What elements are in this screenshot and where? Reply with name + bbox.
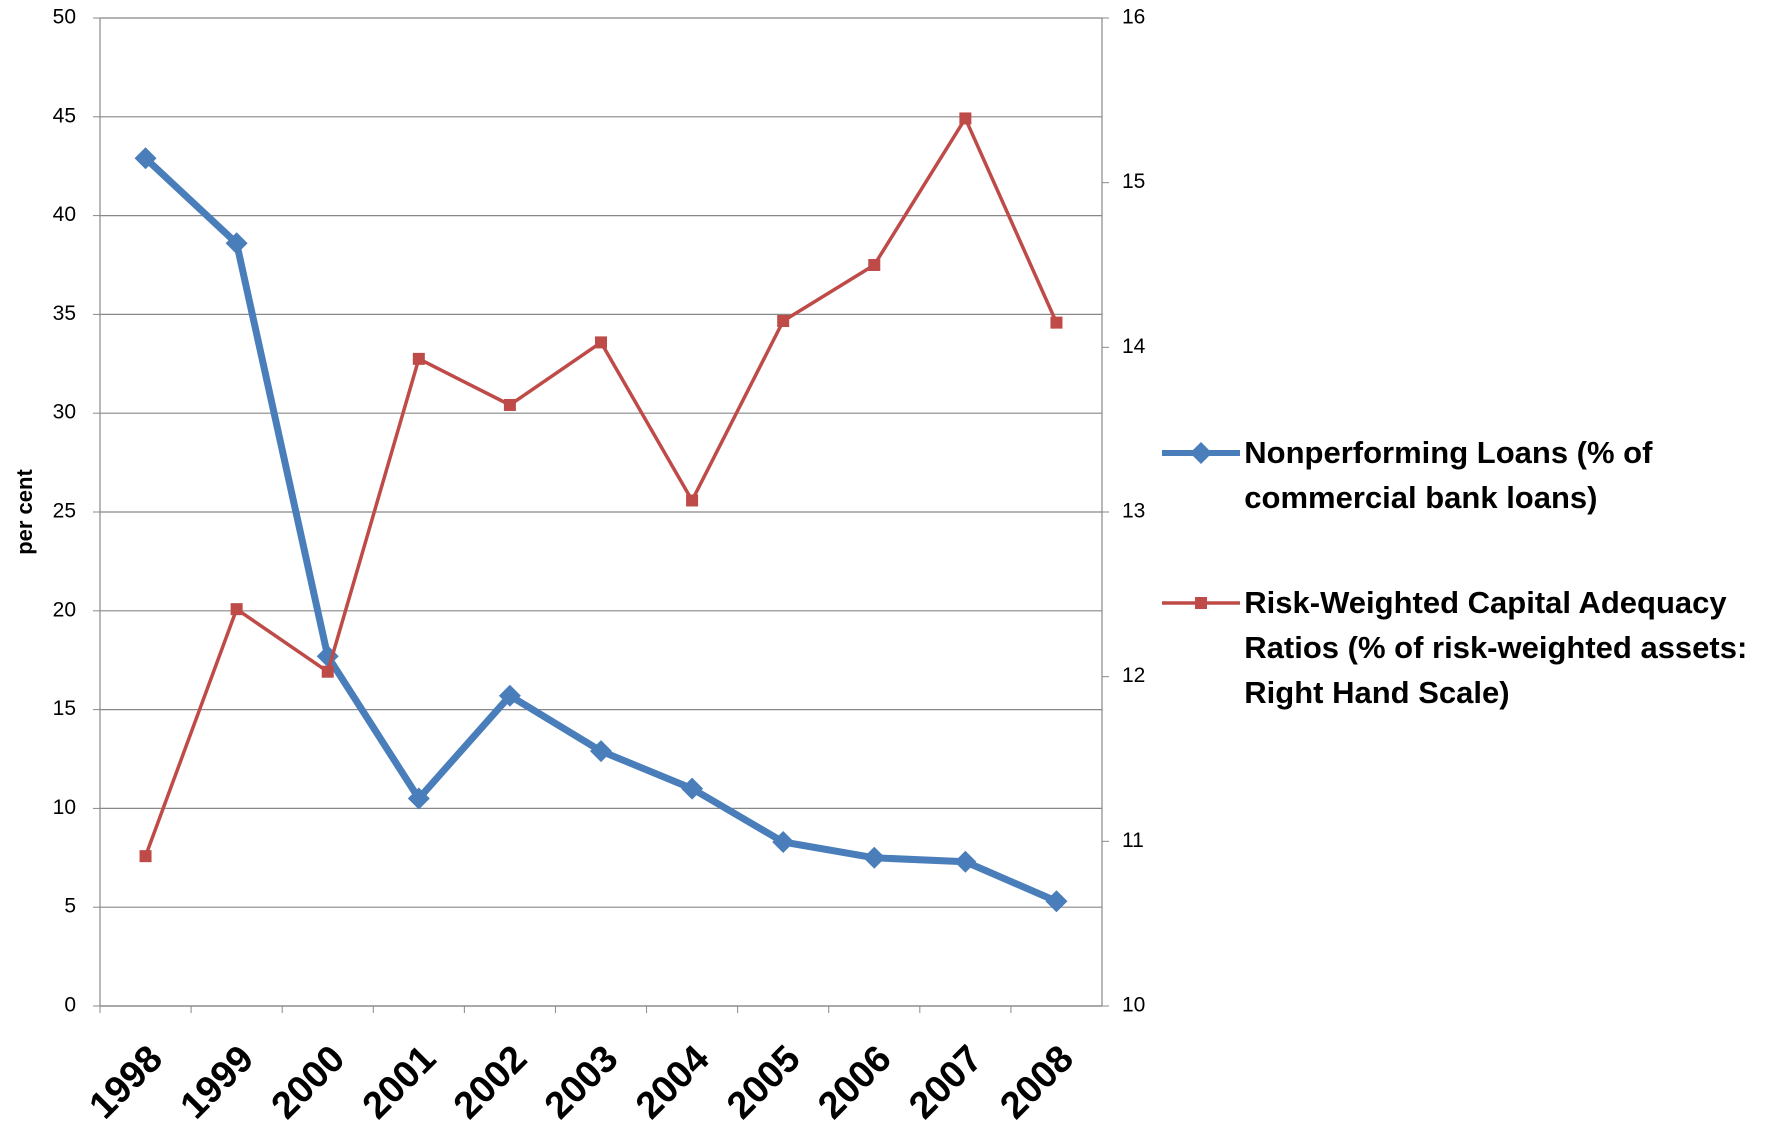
point — [498, 684, 521, 707]
point — [321, 665, 334, 678]
point — [134, 147, 157, 170]
point — [503, 398, 516, 411]
y2-tick-label: 11 — [1122, 829, 1144, 852]
x-tick-label: 2000 — [264, 1038, 353, 1127]
point — [407, 787, 430, 810]
x-tick-label: 2008 — [992, 1038, 1081, 1127]
y-tick-label: 20 — [53, 598, 76, 621]
point — [1045, 890, 1068, 913]
y2-tick-label: 16 — [1122, 6, 1145, 29]
point — [954, 850, 977, 873]
y2-tick-label: 13 — [1122, 500, 1145, 523]
y-tick-label: 25 — [53, 500, 76, 523]
point — [959, 112, 972, 125]
legend-swatch — [1162, 597, 1240, 609]
point — [868, 259, 881, 271]
x-tick-label: 2006 — [810, 1038, 899, 1127]
x-tick-label: 1999 — [173, 1038, 262, 1127]
series-line — [143, 155, 1058, 905]
y-tick-label: 30 — [53, 401, 76, 424]
x-tick-label: 2004 — [628, 1038, 717, 1127]
point — [230, 603, 243, 616]
y2-tick-label: 15 — [1122, 170, 1145, 193]
y-tick-label: 0 — [64, 994, 76, 1017]
legend-label: Nonperforming Loans (% of commercial ban… — [1244, 435, 1653, 515]
point — [595, 336, 607, 349]
point — [225, 232, 248, 255]
y-axis-label: per cent — [12, 469, 37, 555]
legend-entry: Nonperforming Loans (% of commercial ban… — [1160, 430, 1760, 520]
point — [1050, 316, 1063, 329]
y-tick-label: 15 — [53, 697, 76, 720]
y2-tick-label: 14 — [1122, 335, 1146, 358]
point — [412, 352, 425, 365]
y-tick-label: 5 — [64, 895, 76, 918]
legend-label: Risk-Weighted Capital Adequacy Ratios (%… — [1244, 585, 1748, 710]
x-tick-label: 2007 — [901, 1038, 990, 1127]
x-tick-label: 2003 — [537, 1038, 626, 1127]
legend-entry: Risk-Weighted Capital Adequacy Ratios (%… — [1160, 580, 1760, 715]
x-tick-label: 2001 — [355, 1038, 444, 1127]
y-tick-label: 40 — [53, 203, 76, 226]
y-tick-label: 50 — [53, 6, 76, 29]
point — [777, 314, 790, 327]
x-tick-label: 2002 — [446, 1038, 535, 1127]
point — [590, 740, 612, 763]
point — [863, 846, 886, 869]
legend-swatch — [1162, 442, 1240, 464]
point — [681, 777, 704, 800]
point — [772, 830, 795, 853]
y2-tick-label: 10 — [1122, 994, 1145, 1017]
y-tick-label: 45 — [53, 104, 76, 127]
point — [686, 494, 699, 507]
point — [139, 850, 152, 863]
x-tick-label: 2005 — [719, 1038, 808, 1127]
x-tick-label: 1998 — [82, 1038, 171, 1127]
y-tick-label: 35 — [53, 302, 76, 325]
y2-tick-label: 12 — [1122, 664, 1145, 687]
y-tick-label: 10 — [53, 796, 76, 819]
